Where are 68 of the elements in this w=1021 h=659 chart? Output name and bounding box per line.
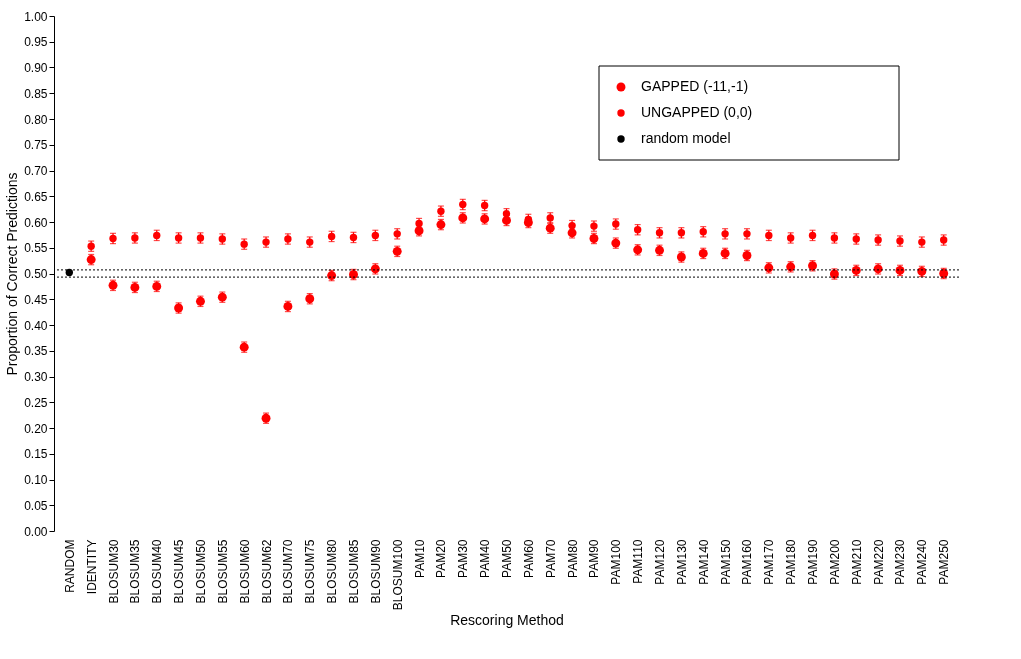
x-tick-label: BLOSUM62 — [259, 539, 274, 604]
y-tick-label: 0.30 — [24, 370, 48, 384]
x-tick-label: PAM50 — [500, 539, 514, 578]
y-tick-label: 0.80 — [24, 112, 48, 127]
y-tick-label: 0.35 — [24, 344, 48, 359]
x-tick-label: PAM110 — [631, 539, 646, 584]
y-tick-label: 0.15 — [24, 447, 48, 462]
x-tick-label: PAM10 — [412, 539, 427, 578]
x-tick-label: PAM80 — [565, 539, 580, 578]
point — [65, 268, 74, 277]
x-tick-label: PAM30 — [456, 539, 471, 578]
legend-label: GAPPED (-11,-1) — [641, 78, 749, 94]
y-tick-label: 0.65 — [24, 189, 48, 204]
x-tick-label: BLOSUM70 — [281, 539, 296, 604]
y-tick-label: 0.10 — [24, 473, 48, 487]
y-tick-label: 0.45 — [24, 292, 48, 307]
x-tick-label: PAM190 — [806, 539, 821, 585]
y-tick-label: 0.20 — [24, 421, 48, 436]
x-tick-label: IDENTITY — [84, 539, 99, 595]
x-tick-label: PAM240 — [915, 539, 930, 585]
y-tick-label: 1.00 — [24, 9, 48, 24]
x-tick-label: BLOSUM35 — [128, 539, 143, 604]
y-tick-label: 0.60 — [24, 215, 48, 230]
x-tick-label: PAM140 — [696, 539, 711, 585]
legend-label: UNGAPPED (0,0) — [641, 104, 753, 120]
x-tick-label: PAM200 — [827, 539, 842, 585]
y-tick-label: 0.25 — [24, 395, 48, 410]
x-tick-label: PAM120 — [653, 539, 668, 585]
x-tick-label: PAM230 — [893, 539, 908, 585]
y-tick-label: 0.70 — [24, 164, 48, 178]
x-tick-label: PAM20 — [434, 539, 449, 578]
x-tick-label: BLOSUM50 — [193, 539, 208, 604]
x-tick-label: PAM130 — [674, 539, 689, 585]
y-tick-label: 0.75 — [24, 138, 48, 153]
x-tick-label: PAM60 — [521, 539, 536, 578]
x-tick-label: BLOSUM40 — [150, 539, 165, 604]
y-tick-label: 0.90 — [24, 61, 48, 75]
x-tick-label: PAM250 — [937, 539, 952, 585]
x-tick-label: BLOSUM80 — [325, 539, 340, 604]
y-tick-label: 0.40 — [24, 318, 48, 333]
y-tick-label: 0.50 — [24, 267, 48, 281]
x-tick-label: BLOSUM85 — [346, 539, 361, 604]
y-tick-label: 0.00 — [24, 524, 48, 539]
y-tick-label: 0.55 — [24, 241, 48, 256]
x-tick-label: PAM160 — [740, 539, 755, 585]
x-tick-label: PAM90 — [587, 539, 602, 578]
x-tick-label: BLOSUM30 — [106, 539, 121, 604]
x-tick-label: BLOSUM55 — [215, 539, 230, 604]
legend-label: random model — [641, 130, 731, 146]
x-tick-label: PAM180 — [784, 539, 799, 585]
x-tick-label: BLOSUM75 — [303, 539, 318, 604]
x-tick-label: PAM40 — [478, 539, 493, 578]
x-axis-title: Rescoring Method — [450, 612, 564, 629]
x-tick-label: PAM170 — [762, 539, 777, 585]
x-tick-label: BLOSUM45 — [172, 539, 187, 604]
x-tick-label: PAM220 — [871, 539, 886, 585]
x-tick-label: RANDOM — [62, 539, 77, 593]
y-tick-label: 0.95 — [24, 35, 48, 50]
x-tick-label: BLOSUM60 — [237, 539, 252, 604]
y-axis-title: Proportion of Correct Predictions — [4, 172, 21, 376]
x-tick-label: PAM100 — [609, 539, 624, 585]
y-tick-label: 0.85 — [24, 86, 48, 101]
x-tick-label: BLOSUM90 — [368, 539, 383, 604]
x-tick-label: PAM210 — [849, 539, 864, 585]
y-tick-label: 0.05 — [24, 498, 48, 513]
x-tick-label: PAM150 — [718, 539, 733, 585]
x-tick-label: PAM70 — [543, 539, 558, 578]
x-tick-label: BLOSUM100 — [390, 539, 405, 611]
